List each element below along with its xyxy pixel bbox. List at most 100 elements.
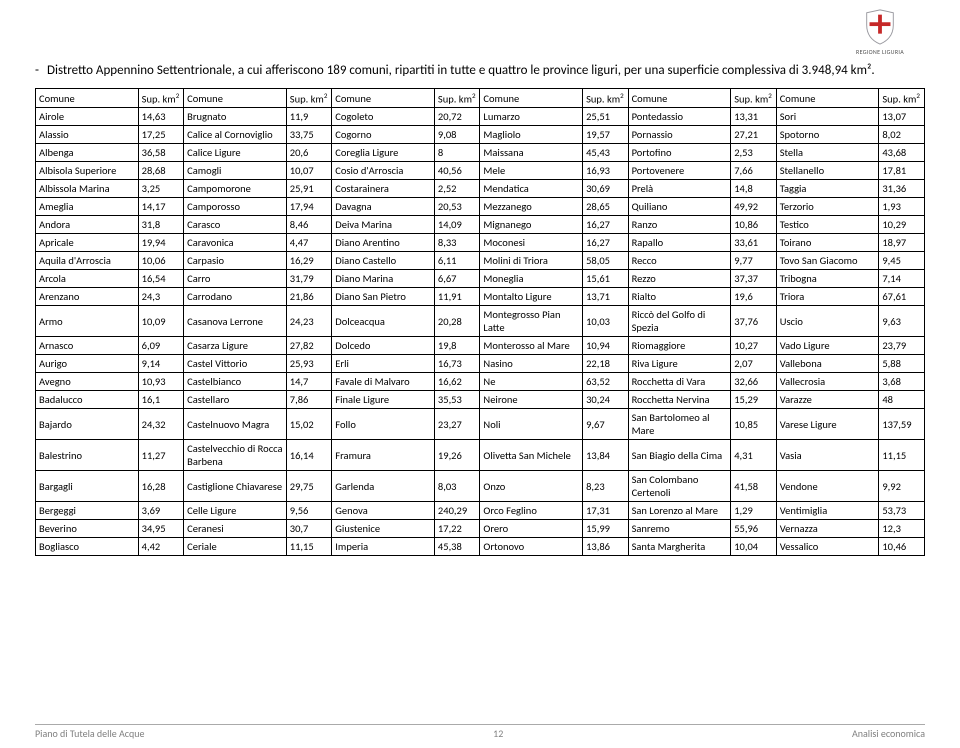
logo-caption: REGIONE LIGURIA xyxy=(835,48,925,56)
cell-km: 9,56 xyxy=(286,502,332,520)
col-header-sup: Sup. km2 xyxy=(138,88,184,108)
footer-right: Analisi economica xyxy=(852,727,925,740)
cell-comune: Rapallo xyxy=(628,234,731,252)
cell-comune: Maissana xyxy=(480,144,583,162)
cell-comune: Uscio xyxy=(776,306,879,337)
cell-comune: Campomorone xyxy=(184,180,287,198)
intro-paragraph: -Distretto Appennino Settentrionale, a c… xyxy=(35,63,925,80)
col-header-sup: Sup. km2 xyxy=(434,88,480,108)
cell-comune: Ne xyxy=(480,373,583,391)
cell-km: 27,82 xyxy=(286,337,332,355)
table-row: Albisola Superiore28,68Camogli10,07Cosio… xyxy=(36,162,925,180)
cell-km: 16,27 xyxy=(583,216,629,234)
cell-comune: Albenga xyxy=(36,144,139,162)
cell-comune: Mele xyxy=(480,162,583,180)
cell-km: 4,47 xyxy=(286,234,332,252)
cell-comune: Finale Ligure xyxy=(332,391,435,409)
cell-km: 12,3 xyxy=(879,520,925,538)
table-row: Apricale19,94Caravonica4,47Diano Arentin… xyxy=(36,234,925,252)
col-header-sup: Sup. km2 xyxy=(583,88,629,108)
cell-comune: Dolceacqua xyxy=(332,306,435,337)
cell-km: 23,79 xyxy=(879,337,925,355)
cell-comune: Moneglia xyxy=(480,270,583,288)
cell-comune: Tovo San Giacomo xyxy=(776,252,879,270)
cell-km: 21,86 xyxy=(286,288,332,306)
table-row: Bajardo24,32Castelnuovo Magra15,02Follo2… xyxy=(36,409,925,440)
cell-comune: Montegrosso Pian Latte xyxy=(480,306,583,337)
cell-km: 9,77 xyxy=(731,252,777,270)
cell-km: 13,84 xyxy=(583,440,629,471)
cell-km: 48 xyxy=(879,391,925,409)
cell-comune: Toirano xyxy=(776,234,879,252)
cell-comune: Vasia xyxy=(776,440,879,471)
region-logo: REGIONE LIGURIA xyxy=(835,8,925,56)
footer-page-number: 12 xyxy=(493,727,503,740)
cell-km: 10,06 xyxy=(138,252,184,270)
cell-km: 9,45 xyxy=(879,252,925,270)
cell-comune: Rezzo xyxy=(628,270,731,288)
cell-comune: Carpasio xyxy=(184,252,287,270)
cell-comune: Castelbianco xyxy=(184,373,287,391)
cell-comune: Noli xyxy=(480,409,583,440)
cell-comune: Castelvecchio di Rocca Barbena xyxy=(184,440,287,471)
cell-comune: Calice Ligure xyxy=(184,144,287,162)
cell-comune: Onzo xyxy=(480,471,583,502)
cell-km: 24,3 xyxy=(138,288,184,306)
cell-km: 19,8 xyxy=(434,337,480,355)
cell-km: 16,14 xyxy=(286,440,332,471)
cell-km: 10,29 xyxy=(879,216,925,234)
cell-comune: Giustenice xyxy=(332,520,435,538)
cell-km: 20,28 xyxy=(434,306,480,337)
cell-km: 3,69 xyxy=(138,502,184,520)
cell-km: 17,94 xyxy=(286,198,332,216)
cell-comune: Caravonica xyxy=(184,234,287,252)
cell-comune: Riva Ligure xyxy=(628,355,731,373)
table-row: Aurigo9,14Castel Vittorio25,93Erli16,73N… xyxy=(36,355,925,373)
cell-comune: Bajardo xyxy=(36,409,139,440)
cell-km: 14,63 xyxy=(138,108,184,126)
cell-comune: Rocchetta di Vara xyxy=(628,373,731,391)
cell-comune: Varese Ligure xyxy=(776,409,879,440)
cell-km: 11,9 xyxy=(286,108,332,126)
cell-km: 14,8 xyxy=(731,180,777,198)
cell-comune: Albissola Marina xyxy=(36,180,139,198)
cell-comune: Ceranesi xyxy=(184,520,287,538)
cell-km: 4,42 xyxy=(138,538,184,556)
table-row: Bargagli16,28Castiglione Chiavarese29,75… xyxy=(36,471,925,502)
cell-km: 67,61 xyxy=(879,288,925,306)
cell-comune: Casarza Ligure xyxy=(184,337,287,355)
cell-km: 137,59 xyxy=(879,409,925,440)
table-row: Badalucco16,1Castellaro7,86Finale Ligure… xyxy=(36,391,925,409)
cell-km: 9,08 xyxy=(434,126,480,144)
cell-km: 33,61 xyxy=(731,234,777,252)
cell-comune: Lumarzo xyxy=(480,108,583,126)
table-row: Avegno10,93Castelbianco14,7Favale di Mal… xyxy=(36,373,925,391)
cell-comune: Davagna xyxy=(332,198,435,216)
table-row: Arenzano24,3Carrodano21,86Diano San Piet… xyxy=(36,288,925,306)
cell-comune: Bogliasco xyxy=(36,538,139,556)
cell-km: 10,04 xyxy=(731,538,777,556)
col-header-comune: Comune xyxy=(332,88,435,108)
cell-comune: Deiva Marina xyxy=(332,216,435,234)
cell-comune: Favale di Malvaro xyxy=(332,373,435,391)
cell-km: 9,92 xyxy=(879,471,925,502)
cell-km: 20,53 xyxy=(434,198,480,216)
cell-comune: Sanremo xyxy=(628,520,731,538)
table-row: Andora31,8Carasco8,46Deiva Marina14,09Mi… xyxy=(36,216,925,234)
cell-comune: Camporosso xyxy=(184,198,287,216)
cell-km: 7,66 xyxy=(731,162,777,180)
cell-km: 34,95 xyxy=(138,520,184,538)
cell-comune: Costarainera xyxy=(332,180,435,198)
cell-km: 30,7 xyxy=(286,520,332,538)
cell-comune: Tribogna xyxy=(776,270,879,288)
cell-comune: Rialto xyxy=(628,288,731,306)
cell-comune: Nasino xyxy=(480,355,583,373)
cell-km: 10,46 xyxy=(879,538,925,556)
cell-km: 30,69 xyxy=(583,180,629,198)
cell-comune: Vallebona xyxy=(776,355,879,373)
cell-comune: Bergeggi xyxy=(36,502,139,520)
cell-comune: Rocchetta Nervina xyxy=(628,391,731,409)
cell-comune: Diano Marina xyxy=(332,270,435,288)
cell-km: 24,32 xyxy=(138,409,184,440)
cell-comune: Diano San Pietro xyxy=(332,288,435,306)
